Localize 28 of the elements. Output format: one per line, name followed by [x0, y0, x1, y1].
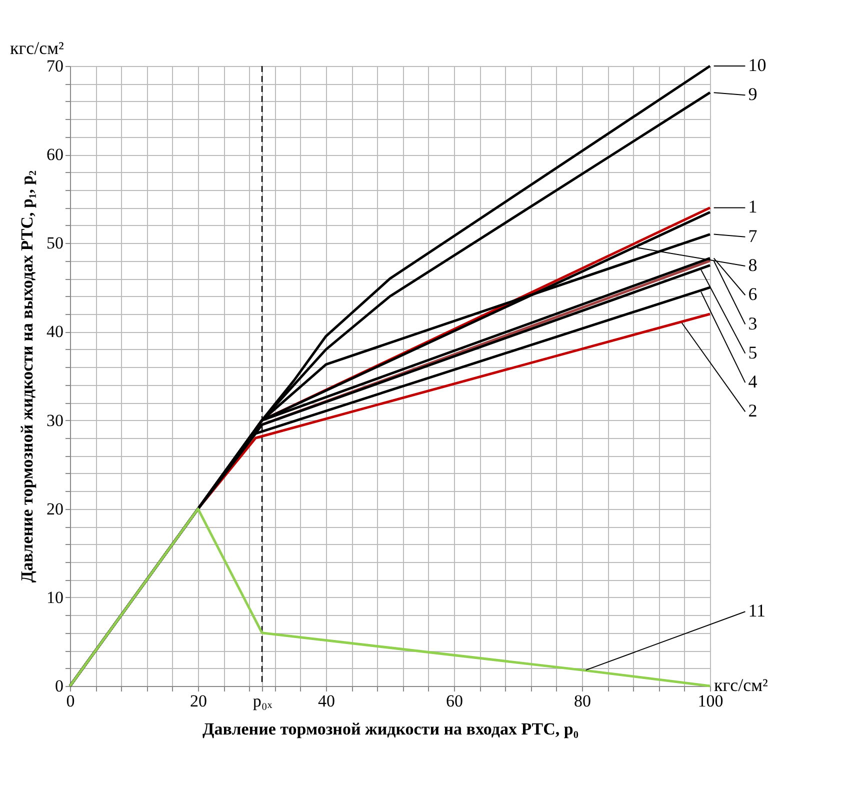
annotation: 2	[748, 400, 758, 421]
annotation: 10	[748, 55, 766, 75]
y-tick-label: 20	[46, 499, 64, 518]
annotation: 11	[748, 600, 766, 621]
x-tick-label: 0	[66, 692, 75, 710]
annotation: 1	[748, 196, 758, 217]
y-axis-title: Давление тормозной жидкости на выходах РТС, p₁, p₂	[18, 170, 36, 583]
x-tick-label: 40	[318, 692, 335, 710]
y-tick-label: 0	[55, 676, 64, 696]
annotation: 5	[748, 342, 758, 362]
y-tick-label: 40	[46, 322, 64, 342]
y-tick-label: 50	[46, 234, 64, 253]
annotation: 3	[748, 313, 758, 334]
x-tick-label: 80	[574, 692, 591, 710]
annotation: 9	[748, 84, 758, 104]
x-tick-label: 20	[190, 692, 207, 710]
annotation: 4	[748, 372, 758, 392]
text: кгс/см²	[10, 38, 64, 58]
x-tick-label: p₀ₓ	[252, 692, 272, 710]
annotation: 7	[748, 226, 758, 246]
annotation: 6	[748, 284, 758, 304]
y-tick-label: 70	[46, 56, 64, 76]
y-tick-label: 10	[46, 588, 64, 607]
x-axis-title: Давление тормозной жидкости на входах РТС, p₀	[202, 720, 578, 738]
x-tick-label: 60	[446, 692, 463, 710]
y-tick-label: 60	[46, 145, 64, 164]
y-tick-label: 30	[46, 410, 64, 430]
annotation: 8	[748, 254, 758, 275]
